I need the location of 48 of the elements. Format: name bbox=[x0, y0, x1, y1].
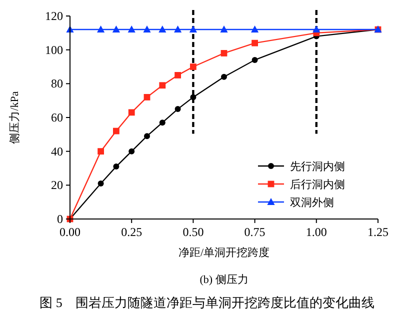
y-tick-label: 60 bbox=[51, 110, 63, 124]
point bbox=[98, 148, 104, 155]
point bbox=[312, 26, 320, 33]
point bbox=[220, 50, 228, 56]
point bbox=[158, 26, 166, 33]
point bbox=[159, 120, 166, 126]
caption: 图 5 围岩压力随隧道净距与单洞开挖跨度比值的变化曲线 bbox=[40, 295, 374, 310]
point bbox=[174, 72, 181, 78]
point bbox=[113, 128, 120, 134]
point bbox=[128, 148, 135, 154]
x-tick-label: 1.00 bbox=[306, 225, 327, 239]
point bbox=[112, 26, 120, 33]
x-axis-title: 净距/单洞开挖跨度 bbox=[178, 246, 270, 259]
point bbox=[143, 26, 151, 33]
point bbox=[128, 109, 135, 116]
x-tick-label: 0.50 bbox=[182, 225, 204, 239]
point bbox=[113, 164, 120, 170]
y-tick-label: 100 bbox=[45, 42, 63, 57]
y-tick-label: 40 bbox=[51, 144, 63, 158]
point bbox=[252, 40, 258, 46]
point bbox=[189, 26, 197, 33]
x-tick-label: 0.75 bbox=[244, 225, 266, 239]
y-tick-label: 20 bbox=[51, 178, 63, 192]
y-axis-title: 侧压力/kPa bbox=[8, 91, 21, 144]
point bbox=[174, 26, 182, 33]
point bbox=[97, 26, 105, 33]
y-tick-label: 0 bbox=[57, 212, 63, 226]
x-tick-label: 0.25 bbox=[121, 225, 142, 239]
point bbox=[159, 82, 166, 89]
point bbox=[190, 94, 196, 100]
legend-label: 后行洞内侧 bbox=[290, 178, 345, 191]
point bbox=[221, 74, 227, 80]
point bbox=[251, 26, 259, 33]
y-tick-label: 80 bbox=[51, 76, 63, 91]
point bbox=[128, 26, 136, 33]
point bbox=[98, 180, 104, 186]
point bbox=[190, 64, 196, 70]
point bbox=[220, 26, 228, 33]
text: (b) 侧压力 bbox=[200, 273, 248, 286]
point bbox=[144, 94, 150, 100]
legend-label: 先行洞内侧 bbox=[290, 160, 345, 173]
point bbox=[174, 106, 181, 112]
point bbox=[252, 56, 258, 63]
x-tick-label: 0.00 bbox=[60, 225, 80, 239]
x-tick-label: 1.25 bbox=[368, 225, 388, 239]
y-tick-label: 120 bbox=[45, 9, 63, 23]
point bbox=[144, 133, 150, 140]
legend-label: 双洞外侧 bbox=[290, 197, 334, 209]
